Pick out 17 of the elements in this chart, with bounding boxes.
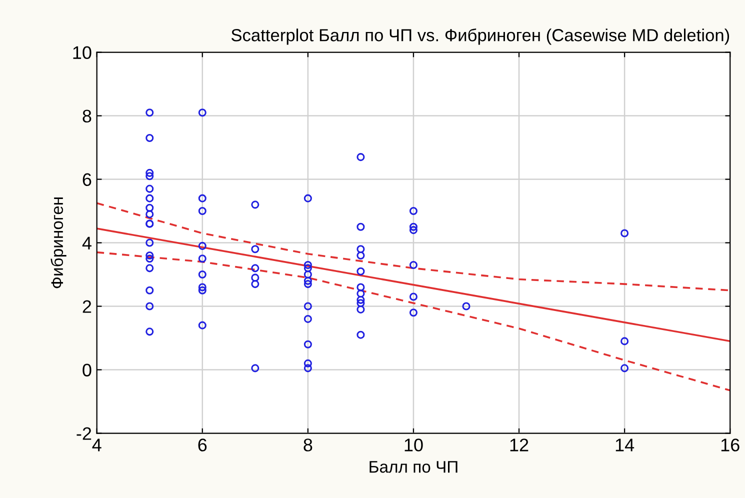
chart-title: Scatterplot Балл по ЧП vs. Фибриноген (Casewise MD deletion)	[231, 28, 730, 45]
y-tick-label: 2	[82, 300, 92, 313]
y-tick-label: -2	[76, 427, 92, 440]
y-axis-title: Фибриноген	[50, 198, 66, 288]
x-tick-label: 8	[304, 438, 312, 452]
x-axis-title: Балл по ЧП	[370, 461, 458, 473]
x-tick-label: 12	[510, 438, 528, 452]
x-tick-label: 14	[616, 438, 634, 452]
y-tick-label: 4	[82, 236, 92, 250]
y-tick-label: 8	[82, 110, 92, 123]
y-tick-label: 0	[82, 364, 92, 376]
x-tick-label: 16	[721, 438, 740, 452]
y-tick-label: 10	[73, 46, 92, 60]
x-tick-label: 6	[198, 438, 207, 452]
y-tick-label: 6	[82, 173, 92, 186]
x-tick-label: 4	[92, 438, 102, 452]
x-tick-label: 10	[404, 438, 423, 452]
